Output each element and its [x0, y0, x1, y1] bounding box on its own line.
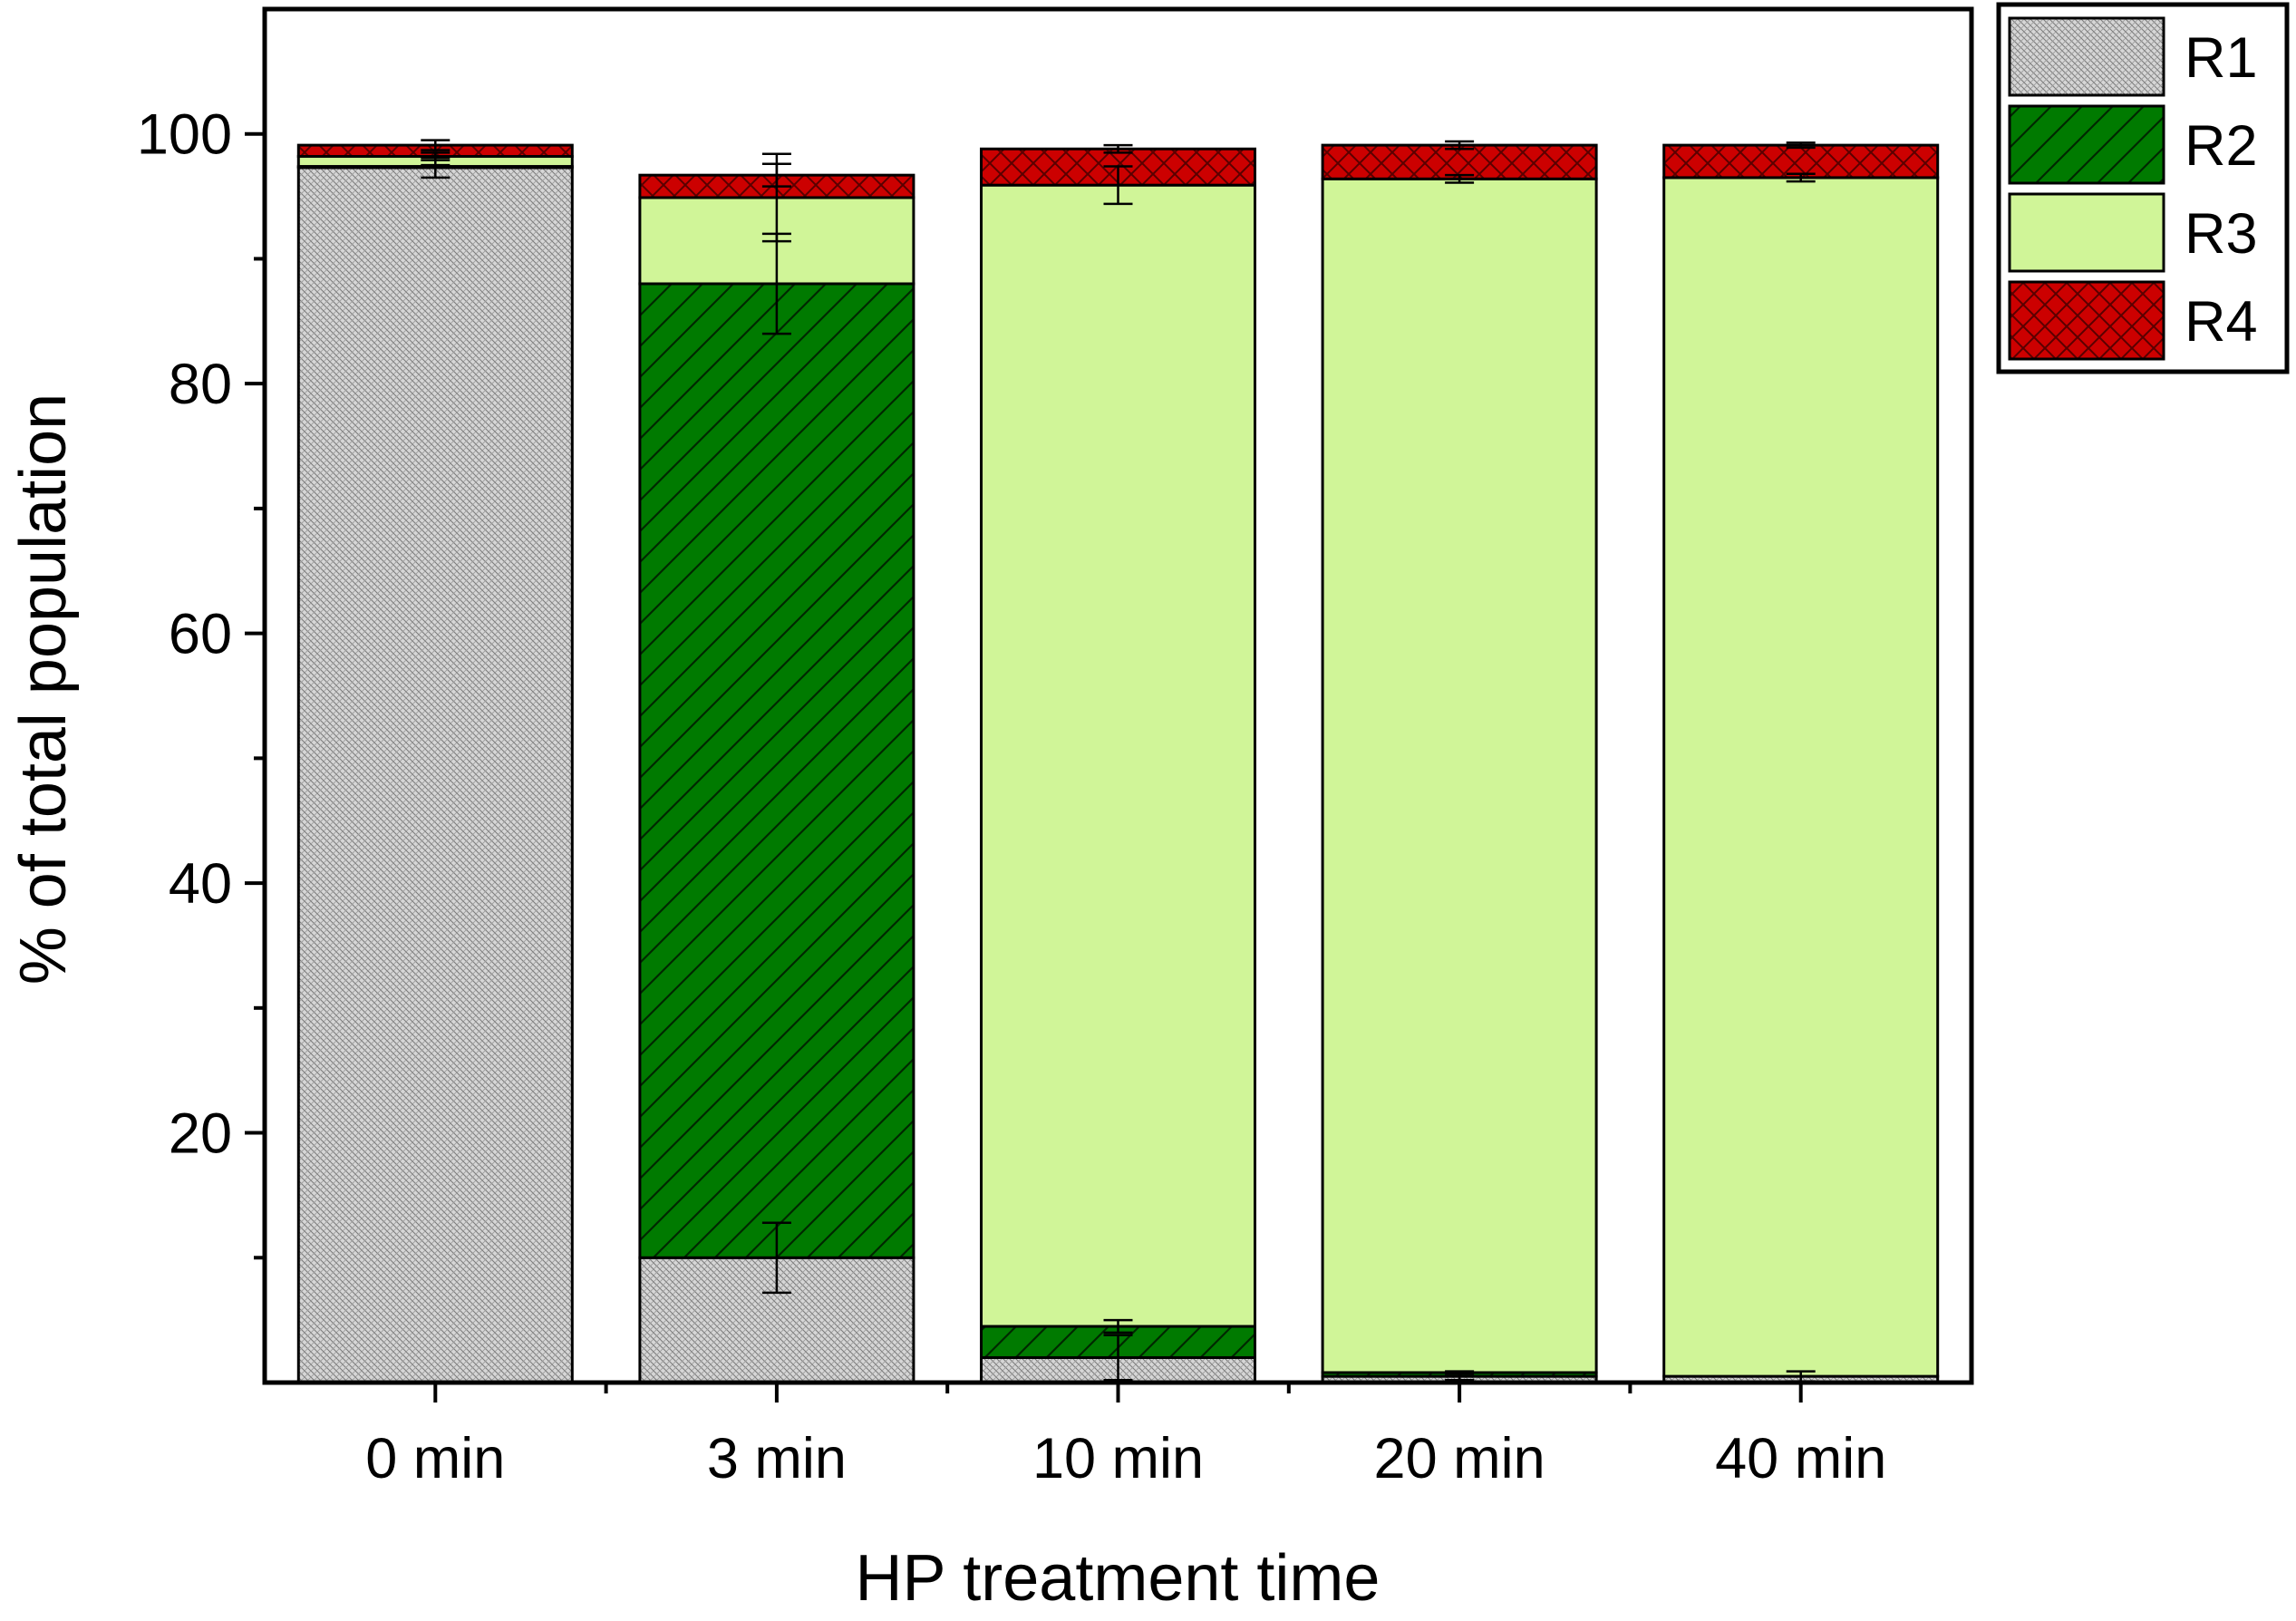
error-bar-r4-0-min [421, 139, 450, 151]
error-bar-r3-10-min [1103, 165, 1133, 206]
legend-swatch-r2 [2008, 104, 2165, 185]
bar-r3-20-min [1321, 177, 1598, 1374]
y-tick-label: 80 [169, 353, 232, 416]
y-tick-label: 100 [137, 103, 232, 167]
y-axis: 20 40 60 80 100 [137, 103, 265, 1260]
x-tick-label: 20 min [1374, 1427, 1545, 1490]
legend-label-r3: R3 [2185, 202, 2258, 266]
x-tick-label: 0 min [365, 1427, 505, 1490]
y-tick-label: 20 [169, 1102, 232, 1166]
bar-r4-20-min [1321, 143, 1598, 180]
y-tick-label: 60 [169, 603, 232, 666]
y-tick-label: 40 [169, 852, 232, 916]
error-bar-r1-10-min [1103, 1334, 1133, 1382]
error-bar-r3-0-min [421, 151, 450, 161]
error-bar-r4-40-min [1786, 141, 1816, 150]
error-bar-r3-40-min [1786, 172, 1816, 183]
x-axis: 0 min 3 min 10 min 20 min 40 min [365, 1383, 1886, 1490]
error-bar-r2-10-min [1103, 1318, 1133, 1335]
legend-label-r4: R4 [2185, 290, 2258, 354]
error-bar-r2-20-min [1445, 1370, 1475, 1375]
legend: R1 R2 R3 R4 [1996, 2, 2290, 374]
legend-swatch-r4 [2008, 280, 2165, 361]
x-tick-label: 40 min [1715, 1427, 1886, 1490]
bar-r4-40-min [1662, 143, 1940, 180]
legend-swatch-r1 [2008, 16, 2165, 97]
error-bar-r4-3-min [761, 162, 791, 188]
x-tick-label: 3 min [707, 1427, 847, 1490]
error-bar-r1-3-min [761, 1221, 791, 1295]
bar-r2-3-min [638, 282, 915, 1259]
bar-r3-40-min [1662, 176, 1940, 1378]
x-axis-title: HP treatment time [856, 1542, 1381, 1615]
error-bar-r4-10-min [1103, 143, 1133, 154]
legend-swatch-r3 [2008, 192, 2165, 273]
legend-label-r1: R1 [2185, 26, 2258, 90]
y-axis-title: % of total population [7, 393, 80, 985]
error-bar-r2-0-min [421, 163, 450, 170]
x-tick-label: 10 min [1032, 1427, 1204, 1490]
legend-label-r2: R2 [2185, 114, 2258, 178]
error-bar-r3-20-min [1445, 173, 1475, 184]
bar-r3-10-min [980, 183, 1256, 1328]
error-bar-r4-20-min [1445, 140, 1475, 150]
plot-area [296, 139, 1940, 1384]
bar-r1-0-min [296, 166, 574, 1384]
